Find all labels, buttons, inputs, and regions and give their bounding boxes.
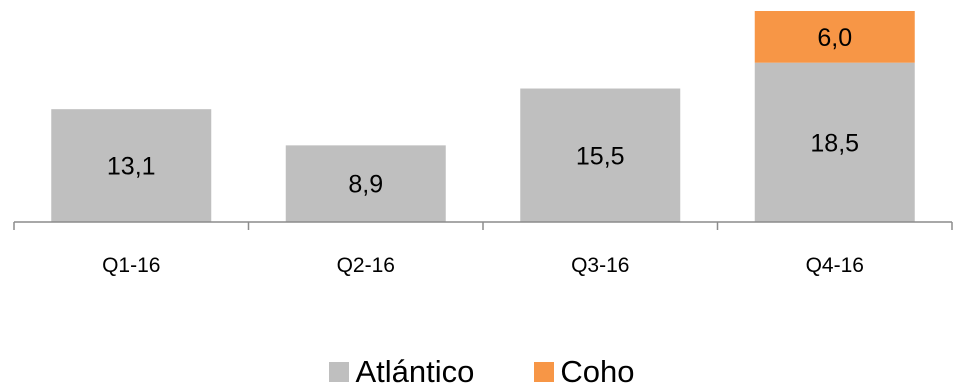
data-label-atlantico-q2-16: 8,9 xyxy=(348,171,383,199)
x-tick-label-q3-16: Q3-16 xyxy=(571,254,629,277)
x-tick-label-q4-16: Q4-16 xyxy=(806,254,864,277)
legend-swatch-coho xyxy=(534,361,555,382)
legend-item-coho: Coho xyxy=(534,354,635,389)
bar-atlantico-q4-16 xyxy=(754,62,915,223)
x-tick-label-q1-16: Q1-16 xyxy=(102,254,160,277)
x-tick-label-q2-16: Q2-16 xyxy=(337,254,395,277)
data-label-coho-q4-16: 6,0 xyxy=(817,24,852,52)
bar-atlantico-q2-16 xyxy=(285,145,446,222)
bar-coho-q4-16 xyxy=(754,11,915,63)
bar-atlantico-q1-16 xyxy=(51,109,212,222)
data-label-atlantico-q3-16: 15,5 xyxy=(576,142,625,170)
data-label-atlantico-q4-16: 18,5 xyxy=(810,129,859,157)
legend-label-atlantico: Atlántico xyxy=(355,354,475,389)
data-label-atlantico-q1-16: 13,1 xyxy=(107,153,156,181)
legend-label-coho: Coho xyxy=(560,354,635,389)
legend: Atlántico Coho xyxy=(0,352,964,391)
bar-atlantico-q3-16 xyxy=(520,88,681,223)
legend-swatch-atlantico xyxy=(329,361,350,382)
stacked-bar-chart: 13,1 Q1-16 8,9 Q2-16 15,5 Q3-16 18,5 6,0 Q4-16 xyxy=(13,11,953,277)
legend-item-atlantico: Atlántico xyxy=(329,356,474,387)
